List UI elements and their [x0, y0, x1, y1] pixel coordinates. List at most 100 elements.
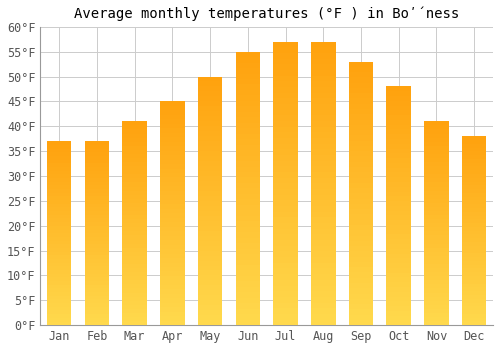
Bar: [47, 170, 72, 174]
Bar: [274, 138, 298, 144]
Bar: [462, 268, 486, 272]
Bar: [84, 208, 109, 211]
Bar: [198, 241, 222, 246]
Bar: [274, 252, 298, 257]
Bar: [84, 288, 109, 292]
Bar: [311, 82, 336, 87]
Bar: [84, 218, 109, 222]
Bar: [348, 225, 374, 230]
Bar: [122, 138, 147, 142]
Bar: [84, 230, 109, 233]
Bar: [311, 64, 336, 70]
Bar: [160, 150, 184, 155]
Bar: [386, 173, 411, 177]
Bar: [236, 90, 260, 96]
Bar: [47, 233, 72, 237]
Bar: [311, 70, 336, 76]
Bar: [311, 195, 336, 201]
Bar: [160, 285, 184, 289]
Bar: [462, 144, 486, 148]
Bar: [348, 104, 374, 109]
Bar: [236, 199, 260, 205]
Bar: [311, 291, 336, 297]
Bar: [47, 270, 72, 274]
Bar: [424, 260, 448, 264]
Bar: [47, 189, 72, 193]
Bar: [386, 306, 411, 311]
Bar: [386, 144, 411, 148]
Bar: [424, 264, 448, 268]
Bar: [84, 277, 109, 281]
Bar: [386, 215, 411, 220]
Bar: [311, 149, 336, 155]
Bar: [311, 121, 336, 127]
Title: Average monthly temperatures (°F ) in Boʹ́ness: Average monthly temperatures (°F ) in Bo…: [74, 7, 460, 21]
Bar: [386, 292, 411, 296]
Bar: [462, 197, 486, 201]
Bar: [462, 318, 486, 321]
Bar: [274, 189, 298, 195]
Bar: [424, 130, 448, 133]
Bar: [84, 215, 109, 218]
Bar: [348, 130, 374, 135]
Bar: [274, 121, 298, 127]
Bar: [198, 201, 222, 206]
Bar: [198, 176, 222, 181]
Bar: [160, 222, 184, 227]
Bar: [47, 240, 72, 244]
Bar: [236, 276, 260, 281]
Bar: [424, 178, 448, 182]
Bar: [386, 316, 411, 320]
Bar: [84, 222, 109, 226]
Bar: [160, 253, 184, 258]
Bar: [160, 218, 184, 222]
Bar: [424, 313, 448, 317]
Bar: [311, 234, 336, 240]
Bar: [348, 257, 374, 262]
Bar: [122, 215, 147, 219]
Bar: [386, 230, 411, 235]
Bar: [160, 115, 184, 119]
Bar: [386, 320, 411, 325]
Bar: [348, 294, 374, 299]
Bar: [47, 314, 72, 318]
Bar: [424, 280, 448, 285]
Bar: [236, 216, 260, 221]
Bar: [462, 193, 486, 197]
Bar: [311, 229, 336, 234]
Bar: [47, 167, 72, 170]
Bar: [274, 144, 298, 149]
Bar: [84, 145, 109, 148]
Bar: [274, 93, 298, 98]
Bar: [84, 189, 109, 193]
Bar: [198, 290, 222, 295]
Bar: [386, 244, 411, 249]
Bar: [274, 172, 298, 178]
Bar: [424, 268, 448, 272]
Bar: [236, 123, 260, 128]
Bar: [386, 158, 411, 163]
Bar: [274, 268, 298, 274]
Bar: [311, 155, 336, 161]
Bar: [274, 246, 298, 252]
Bar: [236, 298, 260, 303]
Bar: [348, 236, 374, 241]
Bar: [274, 212, 298, 217]
Bar: [160, 142, 184, 146]
Bar: [122, 288, 147, 293]
Bar: [424, 162, 448, 166]
Bar: [462, 170, 486, 174]
Bar: [198, 171, 222, 176]
Bar: [274, 263, 298, 268]
Bar: [386, 263, 411, 268]
Bar: [462, 212, 486, 216]
Bar: [424, 125, 448, 130]
Bar: [198, 320, 222, 325]
Bar: [424, 211, 448, 215]
Bar: [160, 307, 184, 312]
Bar: [386, 268, 411, 273]
Bar: [274, 161, 298, 167]
Bar: [198, 310, 222, 315]
Bar: [462, 189, 486, 193]
Bar: [386, 249, 411, 253]
